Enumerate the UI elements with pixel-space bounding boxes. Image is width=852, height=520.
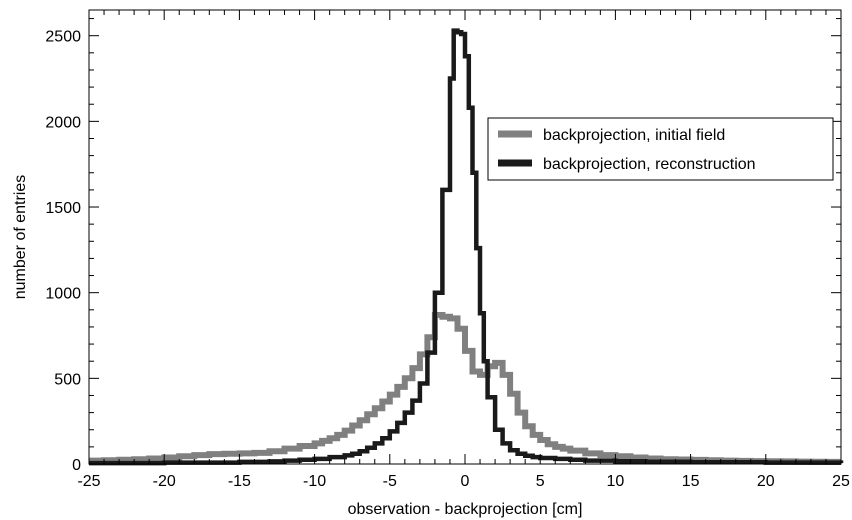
legend-label-reconstruction: backprojection, reconstruction (543, 156, 756, 173)
y-axis-title: number of entries (12, 175, 29, 300)
x-tick-label: 25 (832, 473, 850, 490)
x-tick-label: 10 (607, 473, 625, 490)
y-tick-label: 1000 (45, 286, 81, 303)
x-tick-label: 0 (461, 473, 470, 490)
x-axis-title: observation - backprojection [cm] (348, 501, 583, 518)
y-tick-label: 2500 (45, 29, 81, 46)
x-tick-label: -15 (228, 473, 251, 490)
x-tick-label: -25 (77, 473, 100, 490)
legend-box (487, 117, 834, 181)
legend-label-initial-field: backprojection, initial field (543, 127, 725, 144)
y-tick-label: 0 (72, 457, 81, 474)
x-tick-label: 5 (536, 473, 545, 490)
series-line-initial-field (89, 312, 841, 465)
x-tick-label: -10 (303, 473, 326, 490)
tick-label-layer: -25 -20 -15 -10 -5 0 5 10 15 20 25 0 500 1000 1500 2000… (45, 29, 850, 490)
y-tick-label: 1500 (45, 200, 81, 217)
series-line-reconstruction (89, 28, 844, 466)
x-tick-label: 20 (757, 473, 775, 490)
x-tick-label: -5 (383, 473, 397, 490)
y-tick-label: 2000 (45, 114, 81, 131)
x-tick-label: -20 (153, 473, 176, 490)
legend: backprojection, initial field backprojec… (487, 117, 834, 181)
x-tick-label: 15 (682, 473, 700, 490)
plot-layer (89, 28, 844, 466)
y-tick-label: 500 (54, 371, 81, 388)
plot-frame (88, 9, 842, 465)
tick-layer (88, 10, 842, 465)
